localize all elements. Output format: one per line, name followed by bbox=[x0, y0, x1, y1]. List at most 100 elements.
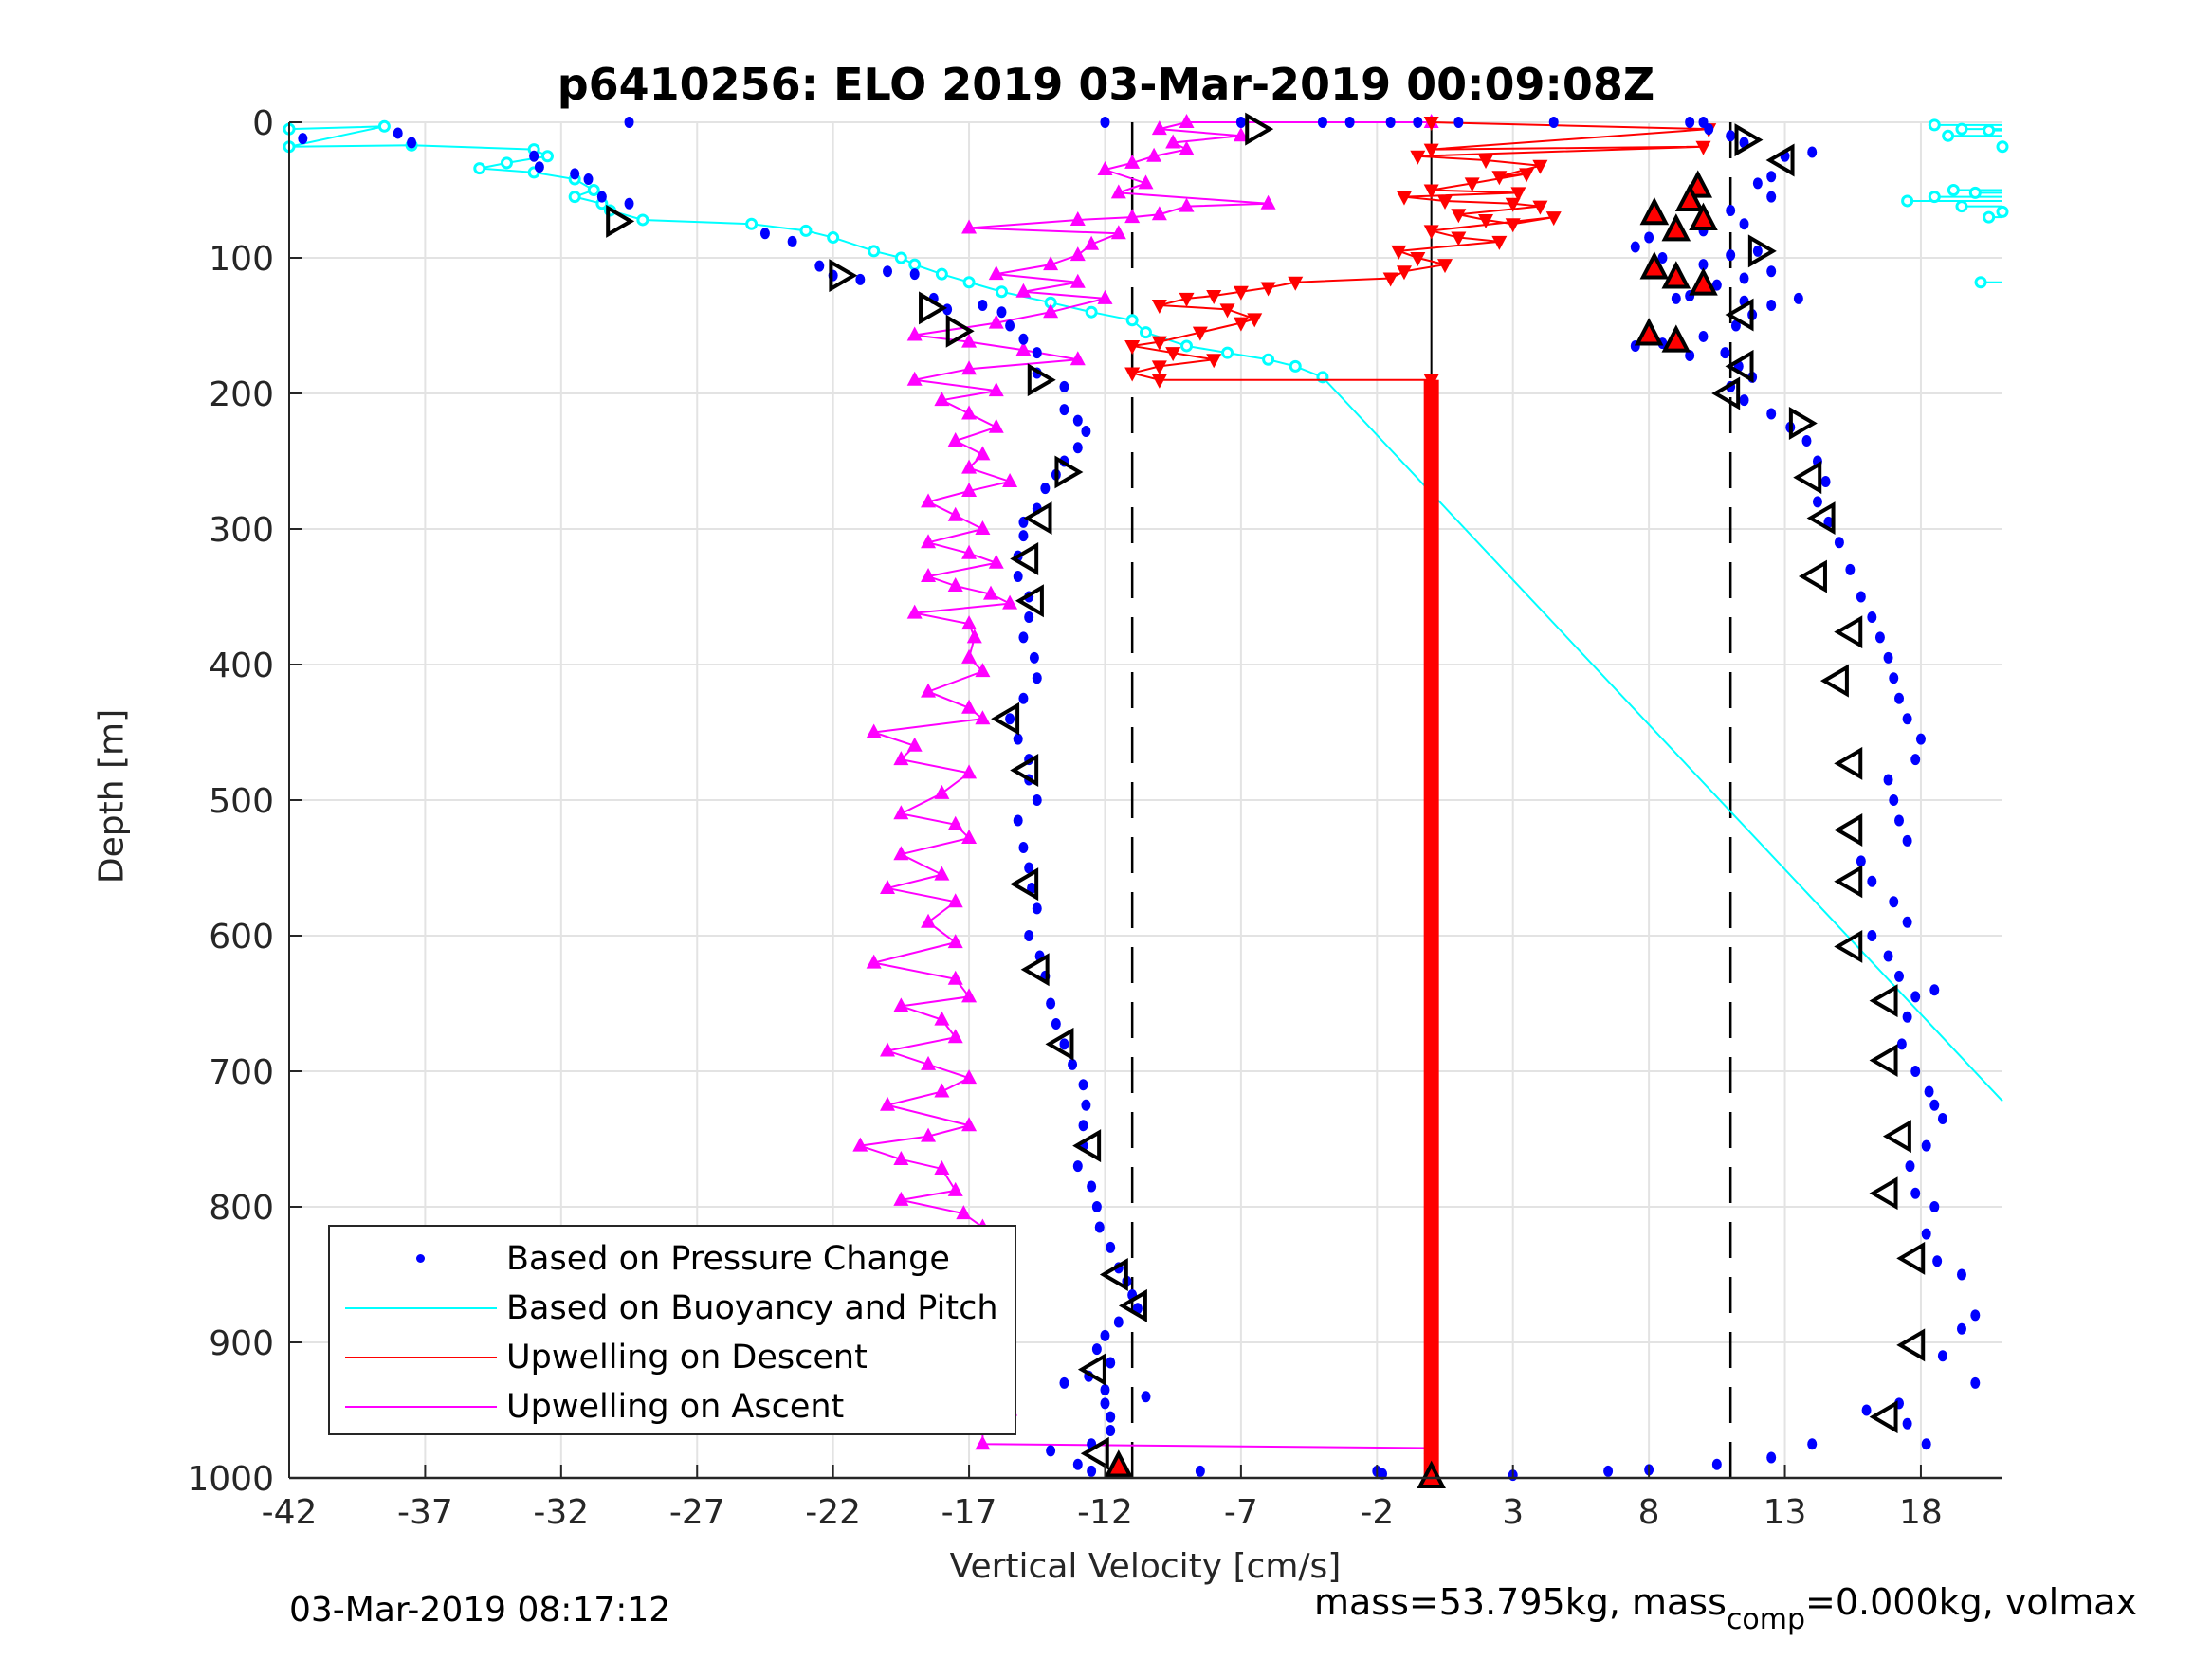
buoyancy-pitch-point bbox=[568, 191, 581, 204]
left-triangle-marker bbox=[1834, 812, 1863, 847]
buoyancy-pitch-point bbox=[1125, 314, 1139, 327]
descent-upwelling-point bbox=[1396, 265, 1412, 281]
pressure-change-point bbox=[1081, 1099, 1091, 1111]
left-triangle-marker bbox=[1869, 984, 1898, 1018]
mass-text: mass=53.795kg, mass bbox=[1314, 1581, 1727, 1623]
pressure-change-point bbox=[1889, 672, 1899, 684]
pressure-change-point bbox=[1932, 1255, 1943, 1267]
filled-triangle-marker bbox=[1661, 261, 1691, 289]
pressure-change-point bbox=[1091, 1343, 1102, 1356]
left-triangle-marker bbox=[1882, 1120, 1911, 1154]
pressure-change-point bbox=[1100, 117, 1110, 128]
y-tick-label: 600 bbox=[209, 918, 274, 957]
descent-upwelling-point bbox=[1260, 282, 1276, 297]
ascent-upwelling-point bbox=[934, 392, 950, 407]
descent-upwelling-point bbox=[1519, 168, 1535, 183]
ascent-upwelling-point bbox=[921, 1127, 937, 1142]
pressure-change-point bbox=[1644, 231, 1654, 244]
ascent-upwelling-point bbox=[975, 520, 991, 535]
descent-upwelling-point bbox=[1451, 231, 1467, 246]
left-triangle-marker bbox=[1023, 501, 1052, 536]
pressure-change-point bbox=[596, 191, 607, 203]
pressure-change-point bbox=[1929, 1099, 1940, 1111]
ascent-upwelling-point bbox=[893, 805, 909, 820]
ascent-upwelling-point bbox=[934, 784, 950, 799]
buoyancy-pitch-point bbox=[1947, 184, 1960, 196]
chart-title: p6410256: ELO 2019 03-Mar-2019 00:09:08Z bbox=[557, 59, 1655, 110]
pressure-change-point bbox=[1834, 537, 1844, 549]
legend-entry-descent: Upwelling on Descent bbox=[330, 1333, 868, 1382]
left-triangle-marker bbox=[1045, 1027, 1074, 1061]
y-tick-label: 200 bbox=[209, 375, 274, 414]
ascent-upwelling-point bbox=[975, 710, 991, 725]
descent-upwelling-point bbox=[1124, 339, 1141, 355]
pressure-change-point bbox=[1883, 651, 1893, 664]
pressure-change-point bbox=[1739, 272, 1749, 284]
right-triangle-marker bbox=[1027, 363, 1056, 397]
ascent-upwelling-point bbox=[921, 534, 937, 549]
ascent-upwelling-point bbox=[1138, 174, 1154, 190]
legend-label: Upwelling on Descent bbox=[506, 1339, 868, 1376]
pressure-change-point bbox=[1752, 245, 1763, 257]
pressure-change-point bbox=[1820, 475, 1831, 487]
descent-upwelling-point bbox=[1423, 184, 1439, 199]
pressure-change-point bbox=[1385, 117, 1396, 128]
ascent-upwelling-point bbox=[1151, 206, 1167, 221]
x-tick-label: -7 bbox=[1224, 1493, 1258, 1532]
ascent-upwelling-point bbox=[975, 663, 991, 678]
left-triangle-marker bbox=[1798, 559, 1827, 593]
buoyancy-pitch-point bbox=[1901, 194, 1914, 208]
left-triangle-marker bbox=[1834, 865, 1863, 899]
magenta-line-icon bbox=[345, 1406, 497, 1408]
left-triangle-marker bbox=[1072, 1129, 1102, 1163]
pressure-change-point bbox=[1078, 1120, 1088, 1132]
pressure-change-point bbox=[570, 168, 580, 180]
descent-upwelling-column bbox=[1423, 379, 1439, 1479]
pressure-change-point bbox=[1704, 123, 1714, 136]
ascent-upwelling-point bbox=[988, 382, 1004, 397]
ascent-upwelling-point bbox=[921, 683, 937, 698]
ascent-upwelling-point bbox=[893, 1150, 909, 1165]
left-triangle-marker bbox=[1819, 664, 1849, 698]
descent-upwelling-point bbox=[1151, 336, 1167, 351]
descent-upwelling-point bbox=[1478, 213, 1494, 228]
pressure-change-point bbox=[1874, 631, 1885, 644]
ascent-upwelling-point bbox=[1146, 147, 1162, 162]
descent-upwelling-point bbox=[1491, 171, 1508, 186]
buoyancy-pitch-point bbox=[636, 213, 649, 227]
ascent-upwelling-point bbox=[961, 360, 978, 375]
ascent-upwelling-point bbox=[893, 1191, 909, 1206]
buoyancy-pitch-point bbox=[473, 162, 486, 175]
pressure-change-point bbox=[1091, 1201, 1102, 1212]
pressure-change-point bbox=[1046, 997, 1056, 1010]
pressure-change-point bbox=[1051, 1017, 1061, 1030]
ascent-upwelling-point bbox=[947, 1181, 963, 1196]
descent-upwelling-point bbox=[1206, 290, 1222, 305]
descent-upwelling-point bbox=[1451, 209, 1467, 224]
pressure-change-point bbox=[1867, 611, 1877, 623]
descent-upwelling-point bbox=[1410, 252, 1426, 266]
descent-upwelling-line bbox=[1131, 121, 1709, 381]
ascent-upwelling-point bbox=[1260, 194, 1276, 210]
left-triangle-marker bbox=[1010, 754, 1039, 788]
buoyancy-pitch-point bbox=[935, 267, 948, 281]
pressure-change-point bbox=[1929, 1201, 1940, 1212]
ascent-upwelling-point bbox=[934, 1083, 950, 1098]
pressure-change-point bbox=[1921, 1139, 1931, 1152]
descent-upwelling-point bbox=[1382, 272, 1398, 287]
ascent-upwelling-point bbox=[934, 1159, 950, 1175]
pressure-change-point bbox=[1883, 774, 1893, 786]
pressure-change-point bbox=[1059, 1376, 1069, 1389]
right-triangle-marker bbox=[1747, 234, 1777, 268]
buoyancy-pitch-point bbox=[1955, 200, 1968, 213]
ascent-upwelling-point bbox=[1124, 209, 1141, 224]
pressure-change-point bbox=[1630, 241, 1640, 253]
pressure-change-point bbox=[1106, 1411, 1116, 1423]
right-triangle-marker bbox=[606, 204, 635, 238]
pressure-change-point bbox=[978, 300, 988, 312]
buoyancy-pitch-point bbox=[1974, 276, 1987, 289]
pressure-change-point bbox=[534, 161, 544, 173]
pressure-change-point bbox=[1766, 1451, 1777, 1464]
axes bbox=[288, 121, 2002, 1480]
pressure-change-point bbox=[1029, 651, 1039, 664]
